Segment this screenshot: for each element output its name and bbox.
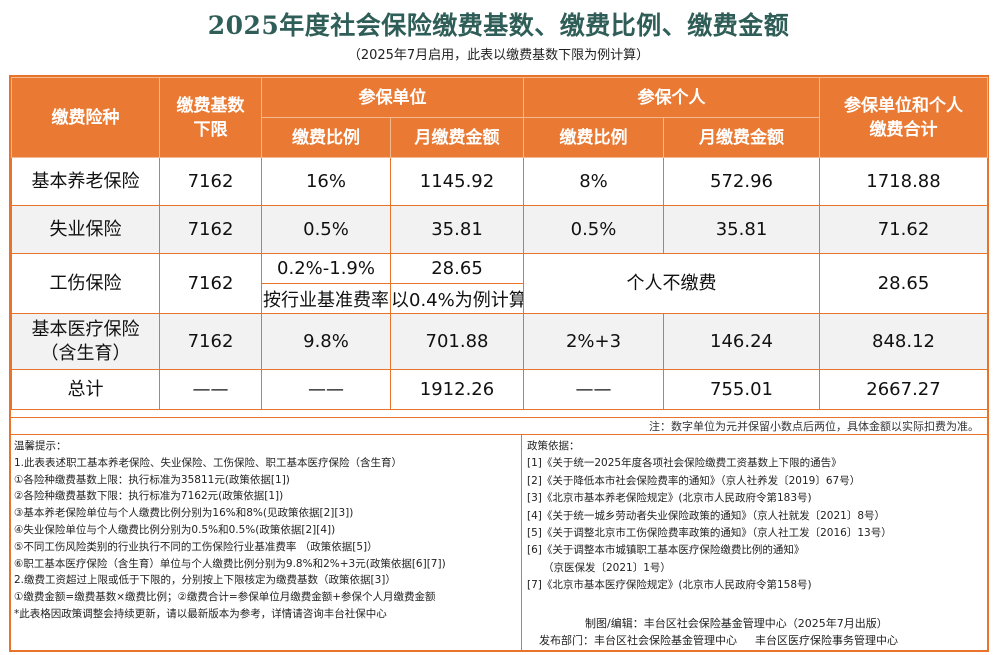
row-total: 1718.88 (819, 157, 988, 206)
tips-line: 2.缴费工资超过上限或低于下限的，分别按上下限核定为缴费基数（政策依据[3]） (14, 574, 396, 587)
row-total: 71.62 (819, 205, 988, 254)
credit-publisher-2: 丰台区医疗保险事务管理中心 (755, 634, 898, 647)
policy-line: [7]《北京市基本医疗保险规定》(北京市人民政府令第158号) (527, 579, 812, 592)
credit-publisher: 发布部门：丰台区社会保险基金管理中心 丰台区医疗保险事务管理中心 (539, 632, 898, 648)
header-type: 缴费险种 (11, 77, 160, 158)
row-total: 848.12 (819, 313, 988, 370)
header-employer-rate: 缴费比例 (261, 117, 391, 158)
row-name: 基本医疗保险 （含生育） (11, 313, 160, 370)
row-individual-rate: —— (523, 369, 664, 410)
header-employer: 参保单位 (261, 77, 524, 118)
header-individual: 参保个人 (523, 77, 820, 118)
header-employer-monthly: 月缴费金额 (390, 117, 524, 158)
tips-line: ⑤不同工伤风险类别的行业执行不同的工伤保险行业基准费率 （政策依据[5]） (14, 540, 378, 553)
row-individual-amount: 572.96 (663, 157, 820, 206)
tips-line: ①缴费金额=缴费基数×缴费比例；②缴费合计=参保单位月缴费金额+参保个人月缴费金… (14, 591, 436, 604)
table-row-injury: 工伤保险 7162 0.2%-1.9% 28.65 个人不缴费 28.65 (11, 253, 988, 314)
header-base: 缴费基数 下限 (159, 77, 262, 158)
row-employer-amount: 1912.26 (390, 369, 524, 410)
tips-line: ⑥职工基本医疗保险（含生育）单位与个人缴费比例分别为9.8%和2%+3元(政策依… (14, 557, 446, 570)
page-title: 2025年度社会保险缴费基数、缴费比例、缴费金额 (207, 11, 790, 40)
policy-line: [6]《关于调整本市城镇职工基本医疗保险缴费比例的通知》 (527, 544, 805, 557)
row-individual-rate: 8% (523, 157, 664, 206)
row-base: 7162 (159, 313, 262, 370)
table-row-pension: 基本养老保险 7162 16% 1145.92 8% 572.96 1718.8… (11, 157, 988, 206)
table-note: 注：数字单位为元并保留小数点后两位，具体金额以实际扣费为准。 (11, 417, 987, 435)
tips-line: ④失业保险单位与个人缴费比例分别为0.5%和0.5%(政策依据[2][4]) (14, 523, 336, 536)
policy-line: [1]《关于统一2025年度各项社会保险缴费工资基数上下限的通告》 (527, 457, 842, 470)
tips-line: ③基本养老保险单位与个人缴费比例分别为16%和8%(见政策依据[2][3]) (14, 507, 354, 520)
contribution-table-frame: 缴费险种 缴费基数 下限 参保单位 参保个人 参保单位和个人 缴费合计 缴费比例… (9, 75, 989, 652)
row-employer-rate: 9.8% (261, 313, 391, 370)
row-individual-amount: 146.24 (663, 313, 820, 370)
row-individual-rate: 0.5% (523, 205, 664, 254)
policy-line: [5]《关于调整北京市工伤保险费率政策的通知》（京人社工发〔2016〕13号） (527, 527, 892, 540)
row-base: 7162 (159, 157, 262, 206)
row-employer-rate: 0.2%-1.9% (261, 253, 391, 284)
tips-line: ①各险种缴费基数上限：执行标准为35811元(政策依据[1]) (14, 473, 290, 486)
page-subtitle: （2025年7月启用，此表以缴费基数下限为例计算） (347, 48, 650, 63)
row-employer-amount: 35.81 (390, 205, 524, 254)
credit-publisher-1: 发布部门：丰台区社会保险基金管理中心 (539, 634, 737, 647)
header-total: 参保单位和个人 缴费合计 (819, 77, 988, 158)
table-row-sum: 总计 —— —— 1912.26 —— 755.01 2667.27 (11, 369, 988, 410)
contribution-table: 缴费险种 缴费基数 下限 参保单位 参保个人 参保单位和个人 缴费合计 缴费比例… (11, 77, 988, 410)
tips-title: 温馨提示： (14, 440, 67, 452)
tips-section: 温馨提示： 1.此表表述职工基本养老保险、失业保险、工伤保险、职工基本医疗保险（… (11, 435, 522, 650)
policy-line: （京医保发〔2021〕1号） (543, 561, 671, 574)
policy-line: [3]《北京市基本养老保险规定》(北京市人民政府令第183号) (527, 492, 812, 505)
row-total: 2667.27 (819, 369, 988, 410)
row-individual-none: 个人不缴费 (523, 253, 820, 314)
table-row-injury-notes: 按行业基准费率 以0.4%为例计算 (12, 283, 988, 314)
row-individual-rate: 2%+3 (523, 313, 664, 370)
header-individual-monthly: 月缴费金额 (663, 117, 820, 158)
row-name: 总计 (11, 369, 160, 410)
row-name: 失业保险 (11, 205, 160, 254)
row-employer-rate-note: 按行业基准费率 (261, 283, 391, 314)
row-individual-amount: 35.81 (663, 205, 820, 254)
row-name: 工伤保险 (11, 253, 160, 314)
row-base: 7162 (159, 253, 262, 314)
row-employer-amount: 1145.92 (390, 157, 524, 206)
policy-line: [2]《关于降低本市社会保险费率的通知》（京人社养发〔2019〕67号） (527, 474, 861, 487)
tips-line: 1.此表表述职工基本养老保险、失业保险、工伤保险、职工基本医疗保险（含生育） (14, 456, 403, 469)
row-name: 基本养老保险 (11, 157, 160, 206)
policy-title: 政策依据： (527, 440, 580, 452)
row-employer-rate: —— (261, 369, 391, 410)
row-total: 28.65 (819, 253, 988, 314)
row-individual-amount: 755.01 (663, 369, 820, 410)
tips-line: *此表格因政策调整会持续更新，请以最新版本为参考，详情请咨询丰台社保中心 (14, 607, 387, 620)
row-employer-amount: 28.65 (390, 253, 524, 284)
row-base: 7162 (159, 205, 262, 254)
table-row-medical: 基本医疗保险 （含生育） 7162 9.8% 701.88 2%+3 146.2… (11, 313, 988, 370)
row-employer-rate: 16% (261, 157, 391, 206)
row-employer-amount: 701.88 (390, 313, 524, 370)
tips-line: ②各险种缴费基数下限：执行标准为7162元(政策依据[1]) (14, 490, 284, 503)
policy-section: 政策依据： [1]《关于统一2025年度各项社会保险缴费工资基数上下限的通告》 … (523, 435, 987, 650)
header-individual-rate: 缴费比例 (523, 117, 664, 158)
credit-editor: 制图/编辑：丰台区社会保险基金管理中心（2025年7月出版） (585, 617, 888, 630)
row-employer-amount-note: 以0.4%为例计算 (390, 283, 524, 314)
row-base: —— (159, 369, 262, 410)
row-employer-rate: 0.5% (261, 205, 391, 254)
table-row-unemployment: 失业保险 7162 0.5% 35.81 0.5% 35.81 71.62 (11, 205, 988, 254)
policy-line: [4]《关于统一城乡劳动者失业保险政策的通知》（京人社就发〔2021〕8号） (527, 509, 886, 522)
